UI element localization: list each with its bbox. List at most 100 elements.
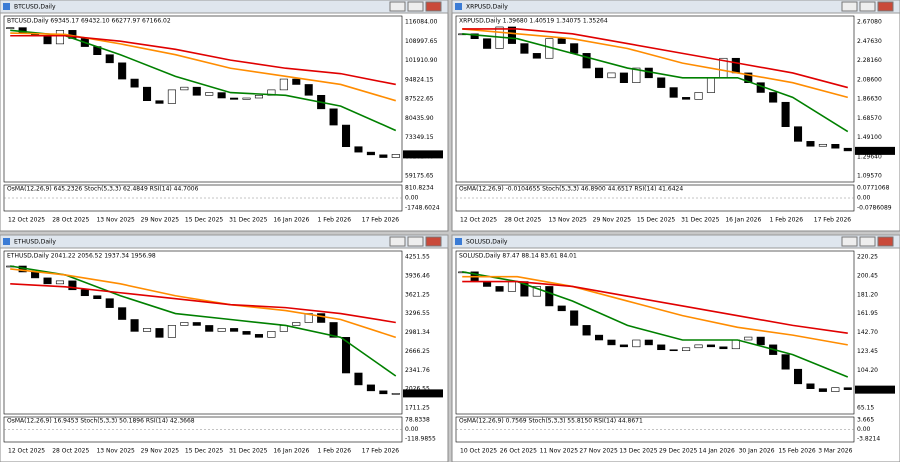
candle [669,87,678,98]
x-tick-label: 30 Jan 2026 [739,448,775,455]
moving-average [10,29,397,132]
chart-header: XRPUSD,Daily 1.39680 1.40519 1.34075 1.3… [459,18,608,25]
indicator-tick-label: -3.8214 [857,436,880,443]
indicator-tick-label: 78.8338 [405,417,430,424]
x-tick-label: 28 Oct 2025 [504,217,541,224]
x-tick-label: 29 Nov 2025 [141,217,180,224]
candle [304,84,313,96]
candle [619,72,628,83]
maximize-button[interactable] [407,236,424,247]
price-tag-bg [403,389,443,398]
moving-average [462,33,849,133]
close-button[interactable] [425,236,442,247]
candle [242,331,251,335]
candle [43,35,52,45]
candle [756,336,765,346]
candle [292,322,301,326]
candle [818,143,827,147]
price-tag: 1956.98 [405,390,430,397]
title-bar [0,0,449,14]
plot-area [3,15,403,183]
minimize-button[interactable] [841,236,858,247]
moving-average [10,268,397,339]
x-tick-label: 3 Mar 2026 [818,448,852,455]
y-tick-label: 3936.46 [405,272,430,279]
x-tick-label: 13 Nov 2025 [548,217,587,224]
candle [217,92,226,99]
indicator-area [455,416,855,443]
candle [657,77,666,88]
x-tick-label: 17 Feb 2026 [814,217,852,224]
x-tick-label: 29 Nov 2025 [141,448,180,455]
window-icon [455,238,462,245]
candle [341,124,351,148]
candle [254,94,264,99]
candle [192,322,201,326]
candle [80,289,89,297]
x-tick-label: 31 Dec 2025 [229,217,268,224]
x-tick-label: 1 Feb 2026 [770,217,804,224]
candle [167,89,176,104]
minimize-button[interactable] [841,1,858,12]
candle [329,322,338,338]
candle [682,97,691,100]
y-tick-label: 116084.00 [405,19,438,26]
moving-average [462,28,848,99]
y-tick-label: 1.09570 [857,173,882,180]
indicator-tick-label: 810.8234 [405,185,434,192]
chart-window: ETHUSD,Daily 4251.55 3936.46 3621.25 3296.55… [0,234,449,462]
candle [354,146,363,153]
candle [806,141,815,147]
title-bar [451,0,900,14]
y-tick-label: 3621.25 [405,291,430,298]
candle [105,298,114,308]
candle [192,86,201,96]
candle [292,78,301,85]
candle [570,43,579,54]
candle [831,143,840,149]
minimize-button[interactable] [389,1,406,12]
window-icon [3,3,10,10]
candle [43,277,52,285]
y-tick-label: 87522.65 [405,96,434,103]
close-button[interactable] [425,1,442,12]
indicator-area [3,416,403,443]
candle [167,325,176,338]
candle [657,344,666,351]
candle [470,33,479,39]
y-tick-label: 59175.65 [405,173,434,180]
candle [731,339,740,350]
candle [379,390,388,395]
minimize-button[interactable] [389,236,406,247]
y-tick-label: 94824.15 [405,76,434,83]
indicator-tick-label: 0.00 [405,195,419,202]
candle [279,78,288,91]
chart-window: BTCUSD,Daily 116084.00 108997.65 101910.90 9… [0,0,449,232]
y-tick-label: 104.20 [857,367,878,374]
y-tick-label: 220.25 [857,254,878,261]
window-title: SOLUSD,Daily [466,239,508,246]
candle [781,101,790,127]
candle [329,108,338,126]
maximize-button[interactable] [859,1,876,12]
x-tick-label: 12 Oct 2025 [8,448,45,455]
candle [366,384,375,392]
indicator-tick-label: 0.00 [405,426,419,433]
close-button[interactable] [877,1,894,12]
candle [682,347,691,352]
candle [582,53,591,69]
y-tick-label: 4251.55 [405,254,430,261]
x-tick-label: 13 Nov 2025 [96,217,135,224]
candle [607,72,616,79]
indicator-tick-label: -1748.6024 [405,205,440,212]
maximize-button[interactable] [407,1,424,12]
y-tick-label: 73349.15 [405,134,434,141]
close-button[interactable] [877,236,894,247]
candle [644,339,653,346]
maximize-button[interactable] [859,236,876,247]
candle [317,313,326,323]
y-tick-label: 161.95 [857,310,878,317]
x-tick-label: 27 Nov 2025 [579,448,618,455]
candle [55,280,64,285]
